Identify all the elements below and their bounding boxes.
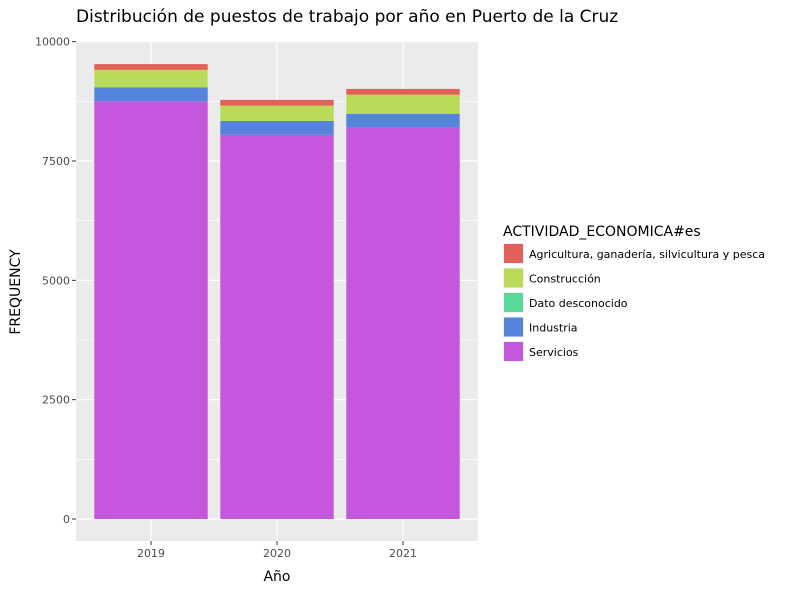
legend-title: ACTIVIDAD_ECONOMICA#es — [503, 224, 701, 240]
x-tick-label: 2020 — [263, 547, 291, 560]
chart-title: Distribución de puestos de trabajo por a… — [76, 7, 618, 27]
bar-segment — [94, 69, 208, 88]
x-axis-ticks: 2019 2020 2021 — [137, 541, 417, 560]
legend-label: Dato desconocido — [529, 297, 628, 310]
x-tick-label: 2019 — [137, 547, 165, 560]
legend-swatch — [504, 317, 523, 337]
y-axis-label: FREQUENCY — [8, 249, 24, 335]
bar-segment — [346, 94, 460, 114]
legend-swatch — [504, 342, 523, 361]
bar-segment — [346, 127, 460, 519]
y-tick-label: 7500 — [42, 155, 70, 168]
y-tick-label: 10000 — [35, 36, 70, 49]
x-axis-label: Año — [263, 569, 290, 585]
bar-segment — [346, 113, 460, 128]
y-tick-label: 0 — [63, 513, 70, 526]
legend-swatch — [504, 293, 523, 312]
bar-segment — [94, 87, 208, 102]
y-axis-ticks: 0 2500 5000 7500 10000 — [35, 36, 76, 526]
bar-segment — [94, 101, 208, 519]
bar-segment — [220, 99, 334, 106]
bars-group — [94, 64, 460, 519]
legend-label: Agricultura, ganadería, silvicultura y p… — [529, 248, 765, 261]
y-tick-label: 5000 — [42, 274, 70, 287]
legend-label: Servicios — [529, 346, 579, 359]
legend-label: Industria — [529, 322, 578, 335]
legend-label: Construcción — [529, 273, 601, 286]
bar-segment — [220, 120, 334, 135]
bar-segment — [220, 105, 334, 121]
bar-segment — [94, 64, 208, 70]
legend-swatch — [504, 268, 523, 288]
x-tick-label: 2021 — [389, 547, 417, 560]
bar-segment — [346, 88, 460, 95]
legend: Agricultura, ganadería, silvicultura y p… — [503, 243, 765, 362]
bar-segment — [220, 134, 334, 519]
y-tick-label: 2500 — [42, 394, 70, 407]
legend-swatch — [504, 244, 523, 263]
